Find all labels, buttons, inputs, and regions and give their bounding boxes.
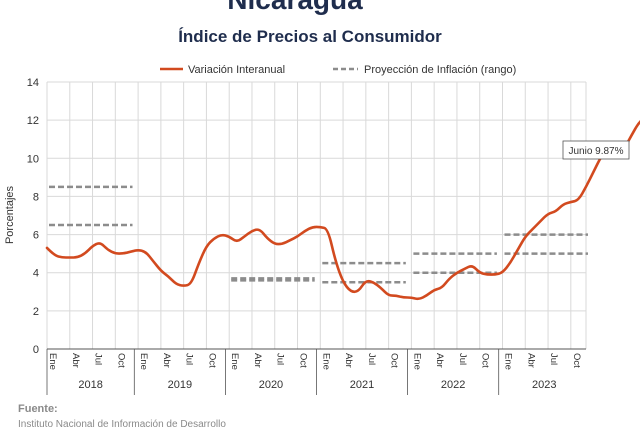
x-month-label: Oct [206,353,217,368]
x-month-label: Abr [525,353,536,368]
y-tick-label: 12 [27,115,39,127]
axis-layer: 0 2 4 6 8 10 12 14 Ene Abr Jul Oct 2018 Ene Abr Jul Oct 2… [27,77,586,395]
x-month-label: Oct [389,353,400,368]
series-annotation: Junio 9.87% [562,140,630,160]
y-tick-label: 0 [33,344,39,356]
x-month-label: Oct [571,353,582,368]
x-month-label: Ene [47,353,58,370]
x-month-label: Abr [70,353,81,368]
annotation-text: Junio 9.87% [568,146,623,157]
y-axis-label: Porcentajes [4,185,16,244]
y-tick-label: 6 [33,230,39,242]
x-month-label: Jul [184,353,195,365]
annotation-box [562,140,630,160]
legend-series-label: Variación Interanual [188,64,285,76]
y-tick-label: 2 [33,306,39,318]
page-title: Nicaragua [0,0,590,16]
x-month-label: Jul [457,353,468,365]
x-year-label: 2020 [259,379,283,391]
source-text: Instituto Nacional de Información de Des… [18,419,226,430]
x-month-label: Abr [252,353,263,368]
y-tick-label: 8 [33,191,39,203]
x-month-label: Ene [138,353,149,370]
x-month-label: Abr [434,353,445,368]
x-month-label: Ene [411,353,422,370]
x-month-label: Ene [320,353,331,370]
legend-projection-label: Proyección de Inflación (rango) [364,64,516,76]
x-year-label: 2022 [441,379,465,391]
grid-layer [46,81,587,350]
x-month-label: Abr [161,353,172,368]
x-year-label: 2023 [532,379,556,391]
x-month-label: Oct [115,353,126,368]
x-month-label: Jul [275,353,286,365]
chart-subtitle: Índice de Precios al Consumidor [178,27,442,46]
source-label: Fuente: [18,403,58,415]
x-year-label: 2019 [168,379,192,391]
y-tick-label: 4 [33,268,39,280]
legend: Variación Interanual Proyección de Infla… [160,64,516,76]
x-year-label: 2018 [78,379,102,391]
x-month-label: Jul [366,353,377,365]
x-month-label: Jul [548,353,559,365]
x-month-label: Abr [343,353,354,368]
x-month-label: Oct [480,353,491,368]
y-tick-label: 10 [27,153,39,165]
x-year-label: 2021 [350,379,374,391]
x-month-label: Oct [298,353,309,368]
y-tick-label: 14 [27,77,39,89]
x-month-label: Jul [93,353,104,365]
x-month-label: Ene [229,353,240,370]
x-month-label: Ene [502,353,513,370]
